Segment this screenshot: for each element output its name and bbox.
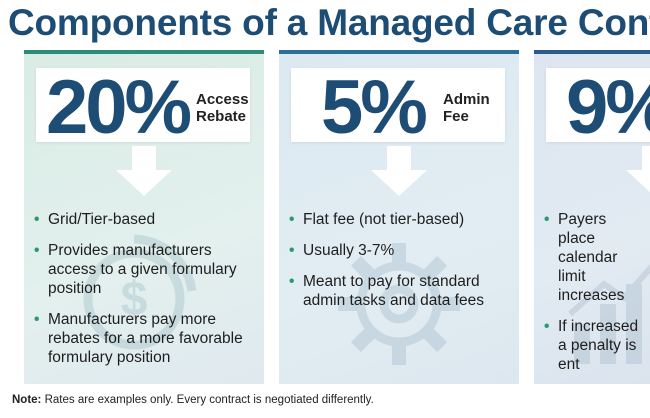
list-item: • Flat fee (not tier-based) bbox=[289, 211, 465, 228]
card-admin-fee: 5% Admin Fee • Flat fee (not tier-based) … bbox=[279, 50, 519, 384]
card-third: 9% •Payers place calendar limit increase… bbox=[534, 50, 650, 384]
list-item: • Usually 3-7% bbox=[289, 242, 395, 259]
stat-percent: 20% bbox=[46, 65, 192, 150]
stat-label-line1: Access bbox=[196, 91, 249, 108]
stat-percent: 9% bbox=[566, 65, 650, 150]
stat-box: 20% Access Rebate bbox=[36, 65, 250, 150]
list-item: • Grid/Tier-based bbox=[34, 211, 156, 228]
note-label: Note: bbox=[12, 394, 42, 406]
list-item: • Provides manufacturers access to a give… bbox=[34, 242, 237, 297]
page-title: Components of a Managed Care Cont bbox=[8, 2, 650, 43]
stat-label-line1: Admin bbox=[443, 91, 490, 108]
bullet-list: • Grid/Tier-based • Provides manufacturers… bbox=[32, 210, 260, 379]
footnote: Note: Rates are examples only. Every con… bbox=[12, 394, 374, 406]
down-arrow-icon bbox=[371, 146, 427, 196]
bullet-list: • Flat fee (not tier-based) • Usually 3-7%… bbox=[287, 210, 515, 322]
stat-box: 9% bbox=[546, 65, 650, 150]
bullet-list: • Payers place calendar limit increases •… bbox=[542, 210, 646, 384]
down-arrow-icon bbox=[116, 146, 172, 196]
down-arrow-icon bbox=[626, 146, 650, 193]
stat-label-line2: Fee bbox=[443, 108, 469, 125]
stat-percent: 5% bbox=[321, 65, 428, 150]
stat-label-line2: Rebate bbox=[196, 108, 247, 125]
list-item: • Manufacturers pay more rebates for a mo… bbox=[34, 311, 243, 366]
list-item: • If increased a penalty is ent bbox=[544, 318, 639, 373]
card-access-rebate: $ 20% Access Rebate • Grid/Tier-based • Pr… bbox=[24, 50, 264, 384]
list-item: • Payers place calendar limit increases bbox=[544, 211, 625, 304]
stat-box: 5% Admin Fee bbox=[291, 65, 505, 150]
note-text: Rates are examples only. Every contract … bbox=[41, 394, 374, 406]
list-item: • Meant to pay for standard admin tasks a… bbox=[289, 273, 484, 309]
